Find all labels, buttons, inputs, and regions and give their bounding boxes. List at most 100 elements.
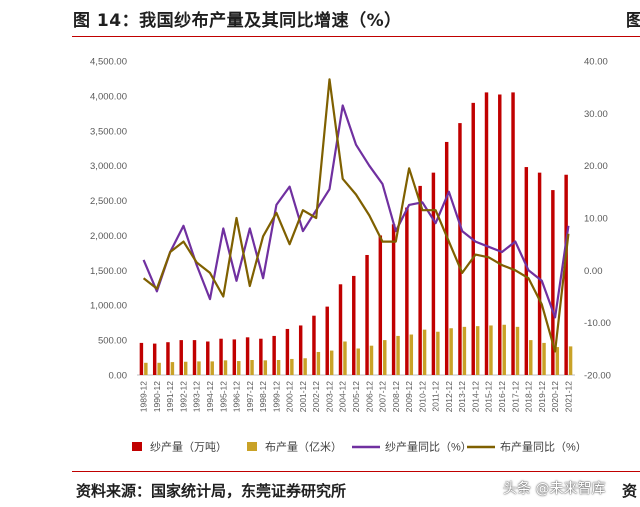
yarn-output-bar (458, 123, 462, 375)
x-axis-tick-label: 2000-12 (285, 381, 295, 412)
next-figure-title-fragment: 图 (626, 11, 640, 31)
x-axis-tick-label: 2010-12 (417, 381, 427, 412)
yarn-output-bar (192, 340, 197, 375)
x-axis-tick-label: 2002-12 (311, 381, 321, 412)
x-axis-tick-label: 2020-12 (550, 381, 560, 412)
x-axis-tick-label: 1992-12 (178, 381, 188, 412)
x-axis-tick-label: 1993-12 (192, 381, 202, 412)
cloth-output-bar (290, 358, 294, 375)
x-axis-tick-label: 2004-12 (338, 381, 348, 412)
legend: 纱产量（万吨） 布产量（亿米） 纱产量同比（%） 布产量同比（%） (132, 440, 587, 454)
yarn-output-bar (338, 284, 343, 375)
left-axis-tick-label: 2,500.00 (90, 196, 127, 207)
x-axis-tick-label: 1994-12 (205, 381, 215, 412)
yarn-output-bar (418, 185, 422, 375)
left-axis-tick-label: 1,000.00 (90, 301, 127, 312)
x-axis-tick-label: 2003-12 (324, 381, 334, 412)
yarn-output-bar (179, 340, 183, 375)
legend-label: 纱产量同比（%） (385, 440, 472, 454)
yarn-output-bar (259, 338, 263, 375)
cloth-output-bar (223, 360, 228, 375)
yarn-output-bar (219, 338, 223, 375)
left-axis-tick-label: 3,500.00 (90, 126, 127, 137)
right-axis-tick-label: 20.00 (584, 161, 608, 172)
cloth-output-bar (329, 350, 334, 375)
x-axis-tick-label: 1996-12 (232, 381, 242, 412)
cloth-output-bar (303, 358, 307, 375)
x-axis-tick-label: 1998-12 (258, 381, 268, 412)
next-source-fragment: 资 (622, 482, 638, 500)
cloth-output-bar (542, 342, 546, 375)
left-axis-tick-label: 4,500.00 (90, 57, 127, 68)
yarn-output-bar (285, 328, 290, 375)
yarn-output-bar (206, 341, 210, 375)
x-axis-tick-label: 2018-12 (524, 381, 534, 412)
cloth-output-bar (183, 361, 188, 375)
cloth-output-bar (462, 326, 467, 375)
yarn-output-bar (391, 224, 396, 375)
cloth-output-bar (436, 331, 440, 375)
x-axis-tick-label: 2015-12 (484, 381, 494, 412)
chart-title: 图 14：我国纱布产量及其同比增速（%） (73, 11, 402, 31)
yarn-output-bar (511, 92, 515, 376)
cloth-output-bar (237, 361, 241, 375)
cloth-output-bar (529, 340, 533, 375)
cloth-output-bar (263, 360, 268, 375)
x-axis-tick-label: 2021-12 (563, 381, 573, 412)
x-axis-tick-label: 1990-12 (152, 381, 162, 412)
yarn-output-bar (232, 339, 237, 375)
cloth-output-bar (502, 324, 506, 375)
cloth-output-bar (555, 347, 560, 375)
x-axis-tick-label: 2017-12 (510, 381, 520, 412)
yarn-output-bar (498, 94, 502, 375)
x-axis-tick-label: 2005-12 (351, 381, 361, 412)
right-axis-tick-label: 10.00 (584, 214, 608, 225)
top-divider (72, 36, 640, 37)
yarn-output-bar (325, 306, 329, 375)
x-axis-tick-label: 2012-12 (444, 381, 454, 412)
source-note: 资料来源：国家统计局，东莞证券研究所 (76, 482, 347, 500)
right-axis-tick-label: 30.00 (584, 109, 608, 120)
left-axis-tick-label: 3,000.00 (90, 161, 127, 172)
cloth-output-bar (369, 345, 374, 375)
yarn-output-bar (298, 325, 303, 375)
cloth-output-bar (515, 326, 520, 375)
cloth-output-bar (449, 328, 453, 375)
x-axis-tick-label: 2013-12 (457, 381, 467, 412)
yarn-output-bar (537, 172, 542, 375)
x-axis-tick-label: 2011-12 (431, 381, 441, 412)
right-axis-tick-label: -10.00 (584, 318, 611, 329)
right-axis-tick-label: 40.00 (584, 57, 608, 68)
cloth-output-bar (568, 346, 573, 375)
x-axis-tick-label: 2009-12 (404, 381, 414, 412)
yarn-output-bar (405, 207, 409, 375)
yarn-output-bar (272, 335, 276, 375)
x-axis-tick-label: 2001-12 (298, 381, 308, 412)
cloth-output-bar (170, 362, 175, 375)
yarn-output-bar (352, 275, 356, 375)
left-axis-tick-label: 0.00 (109, 371, 128, 382)
left-axis-tick-label: 1,500.00 (90, 266, 127, 277)
x-axis-tick-label: 2014-12 (470, 381, 480, 412)
cloth-output-bar (396, 335, 400, 375)
yarn-output-bar (166, 342, 170, 375)
yarn-output-bar (378, 235, 383, 375)
yarn-output-bar (444, 141, 449, 375)
cloth-output-bar (409, 334, 414, 375)
x-axis-tick-label: 1991-12 (165, 381, 175, 412)
yarn-output-bar (484, 92, 489, 376)
x-axis-tick-label: 1999-12 (271, 381, 281, 412)
cloth-output-bar (276, 359, 281, 375)
legend-label: 纱产量（万吨） (150, 440, 227, 454)
cloth-yoy-line (142, 78, 570, 353)
x-axis-tick-label: 1989-12 (139, 381, 149, 412)
left-axis-tick-label: 2,000.00 (90, 231, 127, 242)
yarn-output-bar (365, 254, 369, 375)
yarn-output-bar (564, 174, 568, 375)
yarn-output-bar (551, 190, 555, 375)
cloth-output-bar (210, 361, 214, 375)
bottom-divider (72, 471, 640, 472)
right-axis-tick-label: -20.00 (584, 371, 611, 382)
x-axis-tick-label: 1997-12 (245, 381, 255, 412)
yarn-output-bar (524, 167, 529, 375)
